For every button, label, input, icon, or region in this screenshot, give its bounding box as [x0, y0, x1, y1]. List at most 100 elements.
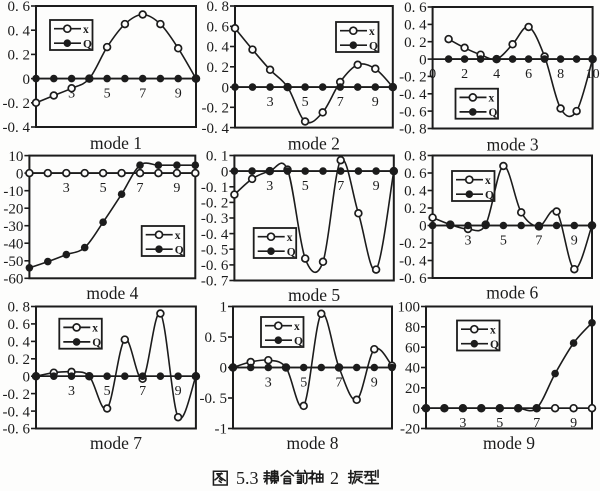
svg-text:-0. 2: -0. 2 — [3, 387, 31, 403]
svg-text:mode 6: mode 6 — [486, 283, 538, 303]
svg-text:0. 6: 0. 6 — [8, 317, 31, 333]
svg-text:-0. 6: -0. 6 — [201, 258, 229, 274]
svg-text:0. 4: 0. 4 — [207, 40, 230, 56]
svg-text:3: 3 — [459, 416, 466, 431]
svg-text:Q: Q — [175, 244, 184, 256]
svg-text:9: 9 — [175, 87, 182, 102]
svg-text:-10: -10 — [3, 184, 23, 200]
svg-text:2: 2 — [461, 67, 468, 82]
svg-text:-0. 4: -0. 4 — [399, 87, 427, 103]
svg-text:-1: -1 — [215, 422, 228, 438]
svg-text:5.3: 5.3 — [236, 468, 259, 488]
svg-text:-0. 2: -0. 2 — [3, 96, 31, 112]
svg-text:0. 4: 0. 4 — [8, 23, 31, 39]
svg-text:-0. 4: -0. 4 — [399, 254, 427, 270]
svg-text:5: 5 — [104, 384, 111, 399]
svg-text:0: 0 — [23, 369, 31, 385]
svg-text:0: 0 — [413, 401, 421, 417]
svg-text:-0. 6: -0. 6 — [3, 422, 31, 438]
svg-text:x: x — [369, 26, 375, 38]
svg-text:60: 60 — [405, 340, 420, 356]
svg-text:x: x — [294, 321, 300, 333]
svg-text:0. 2: 0. 2 — [8, 352, 31, 368]
svg-text:0: 0 — [221, 164, 229, 180]
svg-text:Q: Q — [287, 246, 296, 258]
svg-text:mode 8: mode 8 — [286, 433, 338, 453]
svg-text:5: 5 — [300, 376, 307, 391]
svg-text:-20: -20 — [3, 201, 23, 217]
svg-text:-0. 2: -0. 2 — [399, 70, 427, 86]
svg-text:0. 6: 0. 6 — [404, 0, 427, 16]
svg-text:3: 3 — [68, 384, 75, 399]
svg-text:7: 7 — [535, 234, 542, 249]
svg-text:2: 2 — [330, 468, 339, 488]
svg-text:80: 80 — [405, 320, 420, 336]
svg-text:-0. 7: -0. 7 — [201, 274, 229, 290]
svg-text:-0. 5: -0. 5 — [201, 242, 229, 258]
svg-text:5: 5 — [302, 179, 309, 194]
svg-text:5: 5 — [302, 95, 309, 110]
svg-text:7: 7 — [533, 416, 540, 431]
svg-text:3: 3 — [68, 87, 75, 102]
svg-text:9: 9 — [571, 234, 578, 249]
svg-text:x: x — [489, 93, 495, 105]
svg-text:mode 5: mode 5 — [288, 285, 340, 305]
svg-text:0: 0 — [429, 67, 436, 82]
svg-text:mode 2: mode 2 — [288, 133, 340, 153]
svg-text:-30: -30 — [3, 219, 23, 235]
svg-text:3: 3 — [63, 181, 70, 196]
svg-text:-0. 2: -0. 2 — [399, 236, 427, 252]
svg-text:x: x — [287, 232, 293, 244]
svg-text:-20: -20 — [400, 422, 420, 438]
svg-text:-40: -40 — [3, 236, 23, 252]
svg-text:7: 7 — [337, 95, 344, 110]
svg-text:6: 6 — [525, 67, 532, 82]
svg-text:3: 3 — [266, 179, 273, 194]
svg-text:mode 7: mode 7 — [90, 433, 142, 453]
svg-text:8: 8 — [557, 67, 564, 82]
svg-text:5: 5 — [104, 87, 111, 102]
svg-text:Q: Q — [83, 38, 92, 50]
svg-text:0. 6: 0. 6 — [8, 0, 31, 15]
svg-text:5: 5 — [496, 416, 503, 431]
svg-text:9: 9 — [373, 179, 380, 194]
svg-text:0. 6: 0. 6 — [404, 166, 427, 182]
svg-text:5: 5 — [500, 234, 507, 249]
svg-text:0. 2: 0. 2 — [8, 48, 31, 64]
svg-text:20: 20 — [405, 381, 420, 397]
svg-text:-0. 2: -0. 2 — [201, 196, 229, 212]
svg-text:0: 0 — [23, 72, 31, 88]
svg-text:x: x — [175, 230, 181, 242]
svg-text:7: 7 — [336, 376, 343, 391]
svg-text:0: 0 — [16, 166, 24, 182]
svg-text:0. 8: 0. 8 — [8, 300, 31, 316]
svg-text:-0. 8: -0. 8 — [399, 122, 427, 138]
svg-text:40: 40 — [405, 361, 420, 377]
svg-text:3: 3 — [265, 376, 272, 391]
svg-text:mode 4: mode 4 — [86, 283, 138, 303]
svg-text:-60: -60 — [3, 272, 23, 288]
svg-text:0. 5: 0. 5 — [205, 330, 228, 346]
svg-text:7: 7 — [137, 181, 144, 196]
svg-text:1: 1 — [220, 300, 228, 316]
svg-text:3: 3 — [465, 234, 472, 249]
svg-text:-50: -50 — [3, 254, 23, 270]
svg-text:Q: Q — [489, 107, 498, 119]
svg-text:9: 9 — [372, 95, 379, 110]
svg-text:-0. 5: -0. 5 — [200, 391, 228, 407]
svg-text:9: 9 — [371, 376, 378, 391]
svg-text:9: 9 — [173, 181, 180, 196]
svg-text:0: 0 — [220, 361, 228, 377]
svg-text:0. 4: 0. 4 — [8, 335, 31, 351]
svg-text:3: 3 — [267, 95, 274, 110]
svg-text:-0. 4: -0. 4 — [202, 121, 230, 137]
svg-text:0. 8: 0. 8 — [207, 0, 230, 15]
svg-text:4: 4 — [493, 67, 500, 82]
svg-text:-0. 3: -0. 3 — [201, 211, 229, 227]
svg-text:0. 2: 0. 2 — [404, 201, 427, 217]
svg-text:-0. 6: -0. 6 — [399, 271, 427, 287]
svg-text:0. 4: 0. 4 — [404, 18, 427, 34]
svg-text:0: 0 — [419, 52, 427, 68]
svg-text:7: 7 — [337, 179, 344, 194]
svg-text:mode 3: mode 3 — [487, 134, 539, 154]
